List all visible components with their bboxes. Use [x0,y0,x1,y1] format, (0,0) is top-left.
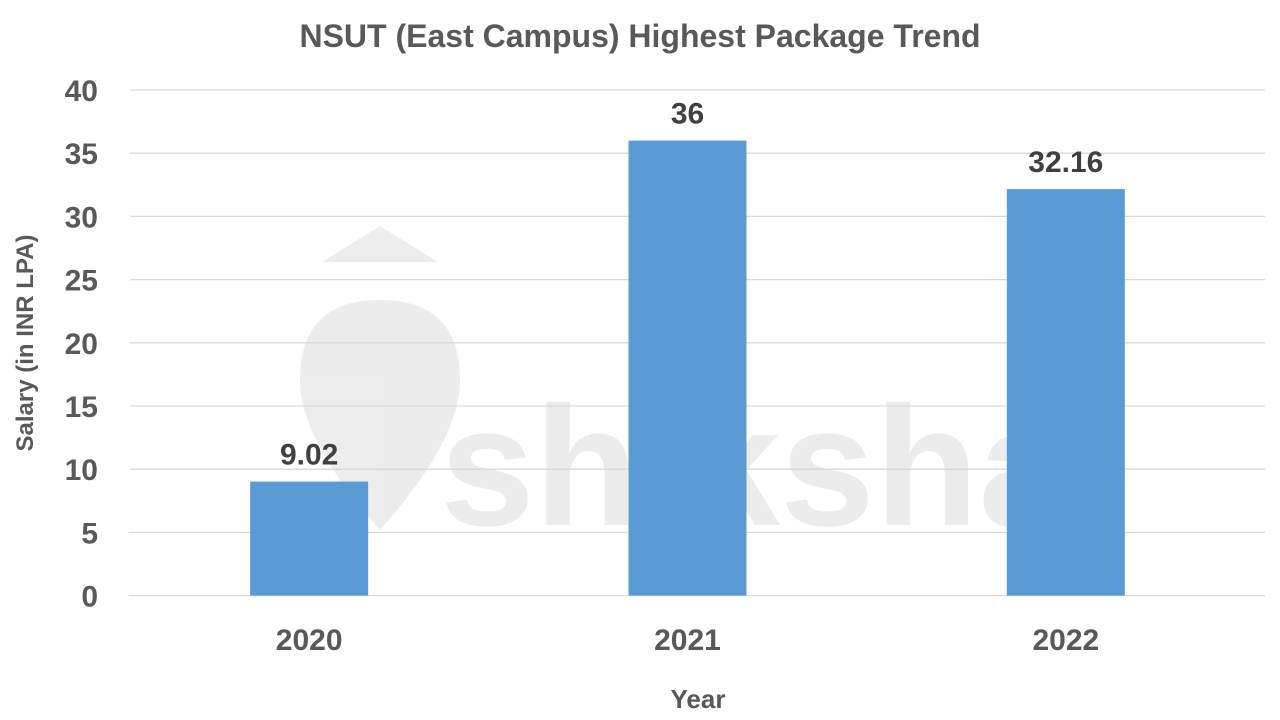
bar-2022 [1006,189,1125,596]
y-tick-label: 30 [65,201,98,234]
y-tick-labels: 0 5 10 15 20 25 30 35 40 [65,75,98,614]
bar-2021 [628,140,747,596]
bars [250,140,1125,596]
y-tick-label: 10 [65,454,98,487]
x-tick-label: 2021 [654,624,721,657]
data-label-2020: 9.02 [280,439,338,472]
y-tick-label: 25 [65,265,98,298]
y-tick-label: 35 [65,138,98,171]
x-tick-label: 2020 [276,624,343,657]
x-tick-label: 2022 [1032,624,1099,657]
shiksha-watermark-logo: shiksha [300,226,1075,562]
data-labels: 9.02 36 32.16 [280,98,1103,472]
bar-2020 [250,481,369,596]
data-label-2021: 36 [671,98,704,131]
x-tick-labels: 2020 2021 2022 [276,624,1099,657]
x-axis-label: Year [671,684,726,714]
y-tick-label: 0 [81,581,98,614]
y-tick-label: 5 [81,517,98,550]
chart-title: NSUT (East Campus) Highest Package Trend [299,18,980,54]
y-axis-label: Salary (in INR LPA) [12,235,39,452]
y-tick-label: 40 [65,75,98,108]
watermark-text: shiksha [440,372,1075,562]
y-tick-label: 20 [65,328,98,361]
y-tick-label: 15 [65,391,98,424]
data-label-2022: 32.16 [1028,146,1103,179]
